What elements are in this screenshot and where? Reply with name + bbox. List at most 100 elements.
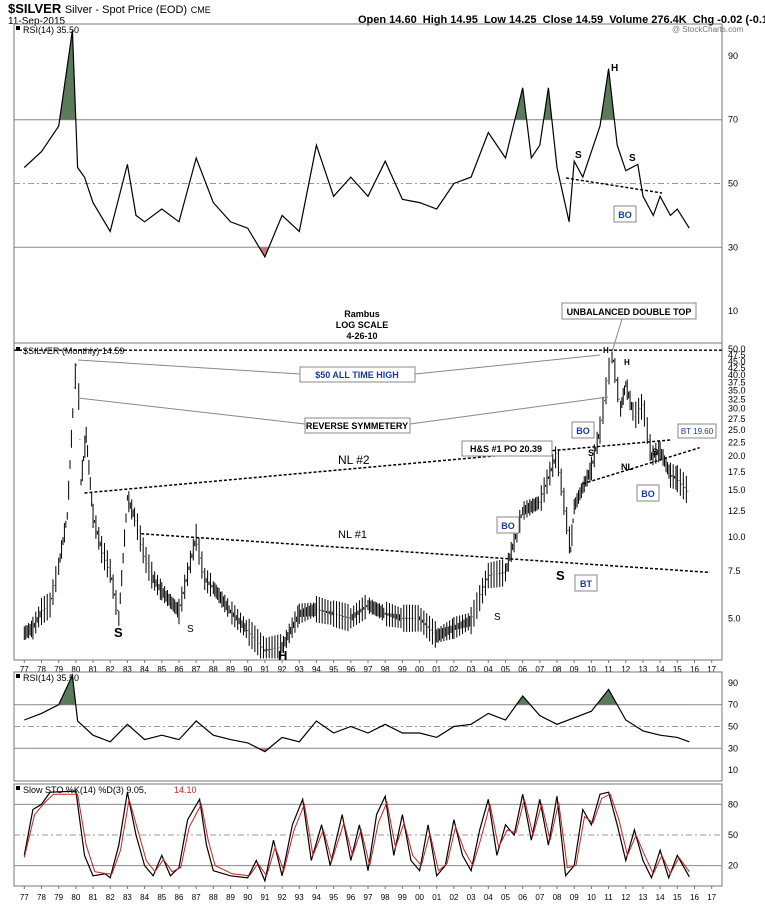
panel-title: RSI(14) 35.50 [23,673,79,683]
annot-date: 4-26-10 [346,331,377,341]
annot-bo: BO [501,521,515,531]
y-tick-label: 30 [728,242,738,252]
callout-line [409,396,609,425]
y-tick-label: 50 [728,722,738,732]
price-tick-label: 45.0 [728,356,746,366]
price-tick-label: 50.0 [728,344,746,354]
neckline-small [582,446,700,485]
x-tick-label: 88 [209,893,218,902]
bt1960-box [677,423,717,439]
annot-s: S [187,624,194,635]
annot-h: H [278,648,287,663]
x-tick-label: 84 [140,665,149,674]
x-tick-label: 79 [54,665,63,674]
series-line [24,673,690,753]
annot-s-left: S [575,150,582,161]
annot-bo: BO [641,489,655,499]
udt-pointer [611,318,623,353]
annot-bt: BT [580,579,592,589]
quote-line: Open 14.60 High 14.95 Low 14.25 Close 14… [358,14,765,26]
annot-nl1: NL #1 [338,529,367,541]
x-tick-label: 07 [535,665,544,674]
x-tick-label: 14 [656,893,665,902]
bo-box [496,516,520,534]
x-tick-label: 05 [501,665,510,674]
title-marker [16,674,20,678]
x-tick-label: 85 [157,665,166,674]
x-tick-label: 86 [175,893,184,902]
annot-bo: BO [576,426,590,436]
x-tick-label: 08 [553,665,562,674]
x-tick-label: 06 [518,665,527,674]
x-tick-label: 83 [123,893,132,902]
x-tick-label: 94 [312,665,321,674]
annot-s: S [588,448,594,458]
rsi-top-panel: 90 70 50 30 10 RSI(14) 35.50 H S S BO [13,23,738,344]
x-tick-label: 98 [381,893,390,902]
neckline-2 [84,439,673,494]
x-tick-label: 89 [226,665,235,674]
y-tick-label: 10 [728,765,738,775]
x-tick-label: 78 [37,665,46,674]
x-tick-label: 92 [278,893,287,902]
price-tick-label: 42.5 [728,363,746,373]
x-tick-label: 91 [260,893,269,902]
x-tick-label: 85 [157,893,166,902]
series-line [23,790,690,883]
price-tick-label: 37.5 [728,378,746,388]
x-tick-label: 92 [278,665,287,674]
x-tick-label: 89 [226,893,235,902]
title-marker [16,347,20,351]
y-tick-label: 80 [728,799,738,809]
annot-udt: UNBALANCED DOUBLE TOP [567,307,692,317]
annot-h: H [611,63,618,74]
y-tick-label: 50 [728,830,738,840]
price-tick-label: 30.0 [728,404,746,414]
x-tick-label: 03 [467,665,476,674]
x-tick-label: 09 [570,665,579,674]
overbought-fill [24,675,690,705]
x-tick-label: 91 [260,665,269,674]
callout-line [414,354,601,375]
price-tick-label: 5.0 [728,613,741,623]
bt-box [574,574,598,592]
price-tick-label: 10.0 [728,532,746,542]
oversold-fill [259,247,269,257]
x-tick-label: 00 [415,893,424,902]
x-tick-label: 84 [140,893,149,902]
y-tick-label: 90 [728,678,738,688]
price-tick-label: 20.0 [728,451,746,461]
x-tick-label: 08 [553,893,562,902]
x-tick-label: 98 [381,665,390,674]
price-tick-label: 12.5 [728,506,746,516]
x-tick-label: 15 [673,893,682,902]
callout-line [77,397,306,425]
udt-box [561,302,697,320]
panel-title: RSI(14) 35.50 [23,25,79,35]
symbol: $SILVER [8,1,62,16]
x-tick-label: 82 [106,893,115,902]
x-tick-label: 11 [604,893,613,902]
x-tick-label: 13 [638,665,647,674]
x-tick-label: 77 [20,893,29,902]
price-tick-label: 22.5 [728,437,746,447]
y-tick-label: 90 [728,51,738,61]
date-label: 11-Sep-2015 [8,16,66,27]
x-tick-label: 80 [71,665,80,674]
stochastic-panel: 80 50 20 Slow STO %K(14) %D(3) 9.05, 14.10 77… [13,783,738,902]
symbol-title: $SILVER Silver - Spot Price (EOD) CME [8,1,211,16]
neckline-rsi [565,177,663,194]
x-tick-label: 93 [295,665,304,674]
x-tick-label: 79 [54,893,63,902]
price-tick-label: 7.5 [728,566,741,576]
x-tick-label: 09 [570,893,579,902]
neckline-1 [141,533,711,574]
x-tick-label: 77 [20,665,29,674]
x-tick-label: 90 [243,893,252,902]
x-tick-label: 96 [346,893,355,902]
x-tick-label: 11 [604,665,613,674]
price-panel: 50.047.545.042.540.037.535.032.530.027.5… [13,302,746,674]
annot-bt1960: BT 19.60 [681,427,714,436]
annot-nl2: NL #2 [338,453,370,467]
